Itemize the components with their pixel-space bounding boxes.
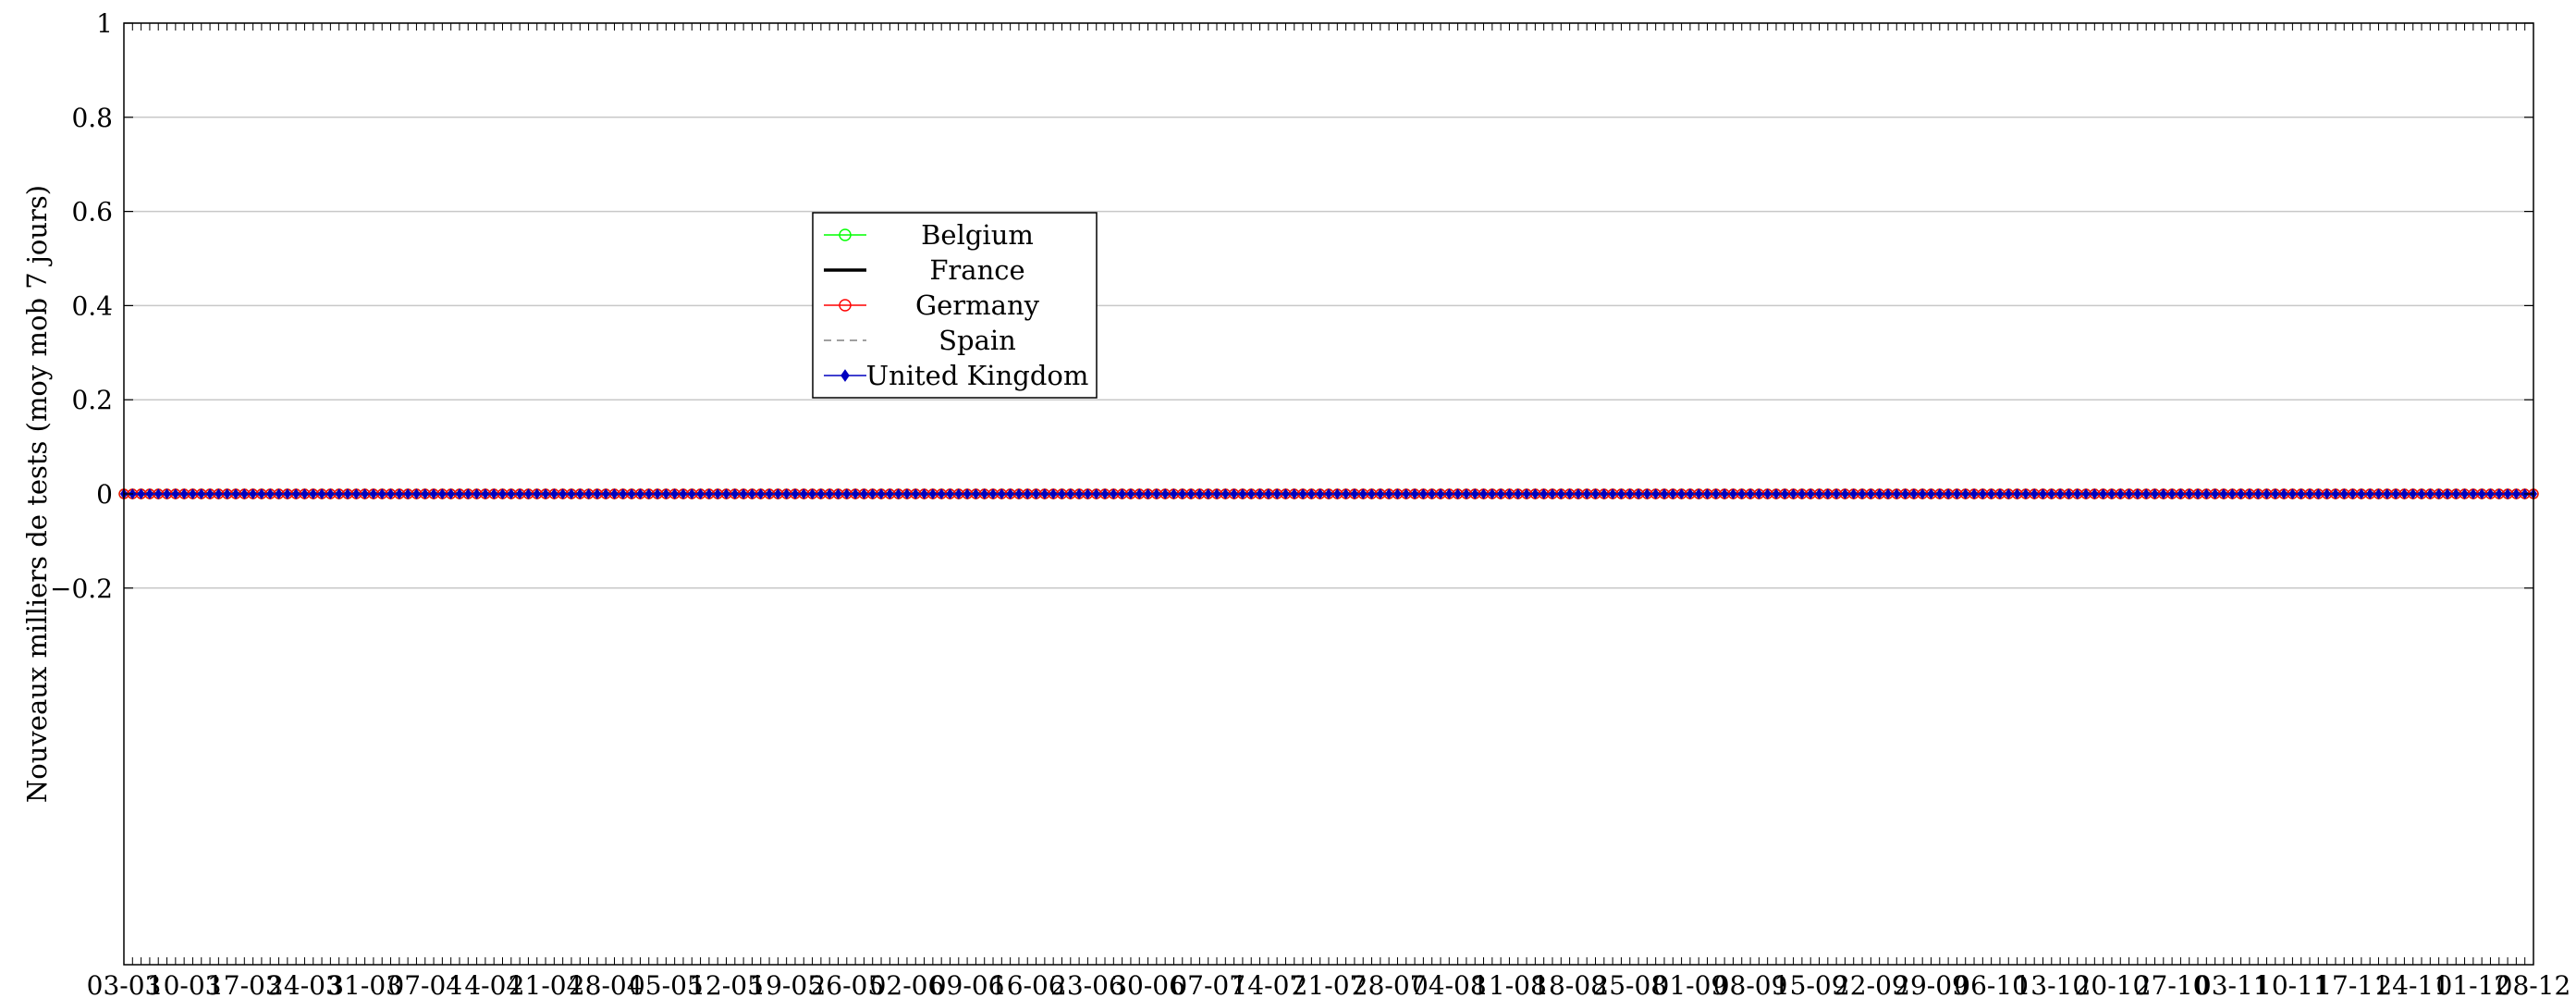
x-tick-label: 01-12 [2435,970,2510,998]
x-tick-label: 30-06 [1110,970,1185,998]
legend-label: France [929,254,1024,286]
legend-item: Spain [824,325,1016,356]
y-tick-label: 0.2 [71,385,113,415]
x-ticks: 03-0310-0317-0324-0331-0307-0414-0421-04… [87,23,2571,998]
x-tick-label: 08-12 [2496,970,2571,998]
x-tick-label: 27-10 [2135,970,2210,998]
x-tick-label: 17-11 [2315,970,2390,998]
x-tick-label: 15-09 [1773,970,1848,998]
x-tick-label: 16-06 [990,970,1065,998]
x-tick-label: 14-04 [448,970,523,998]
legend-label: Belgium [921,219,1034,251]
x-tick-label: 28-04 [569,970,644,998]
x-tick-label: 22-09 [1834,970,1908,998]
series-united-kingdom [119,488,2538,499]
x-tick-label: 19-05 [749,970,824,998]
x-tick-label: 24-03 [267,970,342,998]
y-tick-label: 0.4 [71,290,113,321]
x-tick-label: 21-04 [509,970,583,998]
y-tick-label: 0.8 [71,103,113,133]
y-axis-label: Nouveaux milliers de tests (moy mob 7 jo… [21,185,53,803]
legend-label: Germany [915,290,1040,321]
y-tick-label: 0 [96,479,113,510]
x-tick-label: 06-10 [1954,970,2029,998]
series-lines [118,488,2539,499]
x-tick-label: 23-06 [1050,970,1125,998]
x-tick-label: 04-08 [1412,970,1487,998]
y-ticks: −0.2 0 0.2 0.4 0.6 0.8 1 [50,8,2533,604]
x-tick-label: 07-04 [387,970,462,998]
legend-label: Spain [938,325,1016,356]
x-tick-label: 09-06 [930,970,1005,998]
x-tick-label: 05-05 [629,970,704,998]
x-tick-label: 18-08 [1532,970,1607,998]
y-gridlines [124,22,2533,589]
x-tick-label: 14-07 [1231,970,1306,998]
y-tick-label: 0.6 [71,197,113,228]
x-tick-label: 26-05 [809,970,884,998]
x-tick-label: 31-03 [327,970,402,998]
legend-item: United Kingdom [824,360,1088,391]
legend-label: United Kingdom [866,360,1089,391]
x-tick-label: 08-09 [1713,970,1788,998]
x-tick-label: 20-10 [2075,970,2150,998]
x-tick-label: 03-11 [2195,970,2270,998]
x-tick-label: 29-09 [1894,970,1969,998]
x-tick-label: 10-11 [2255,970,2330,998]
legend-item: Germany [824,290,1040,321]
x-tick-label: 11-08 [1472,970,1547,998]
x-tick-label: 12-05 [689,970,764,998]
legend-item: France [824,254,1025,286]
x-tick-label: 28-07 [1352,970,1427,998]
x-tick-label: 03-03 [87,970,162,998]
x-tick-label: 02-06 [870,970,945,998]
x-tick-label: 13-10 [2014,970,2089,998]
x-tick-label: 01-09 [1653,970,1728,998]
y-tick-label: 1 [96,8,113,39]
x-tick-label: 24-11 [2375,970,2450,998]
x-tick-label: 21-07 [1292,970,1367,998]
x-tick-label: 10-03 [147,970,222,998]
x-tick-label: 17-03 [207,970,282,998]
legend-item: Belgium [824,219,1034,251]
x-tick-label: 07-07 [1171,970,1245,998]
y-tick-label: −0.2 [50,573,113,604]
x-tick-label: 25-08 [1592,970,1667,998]
